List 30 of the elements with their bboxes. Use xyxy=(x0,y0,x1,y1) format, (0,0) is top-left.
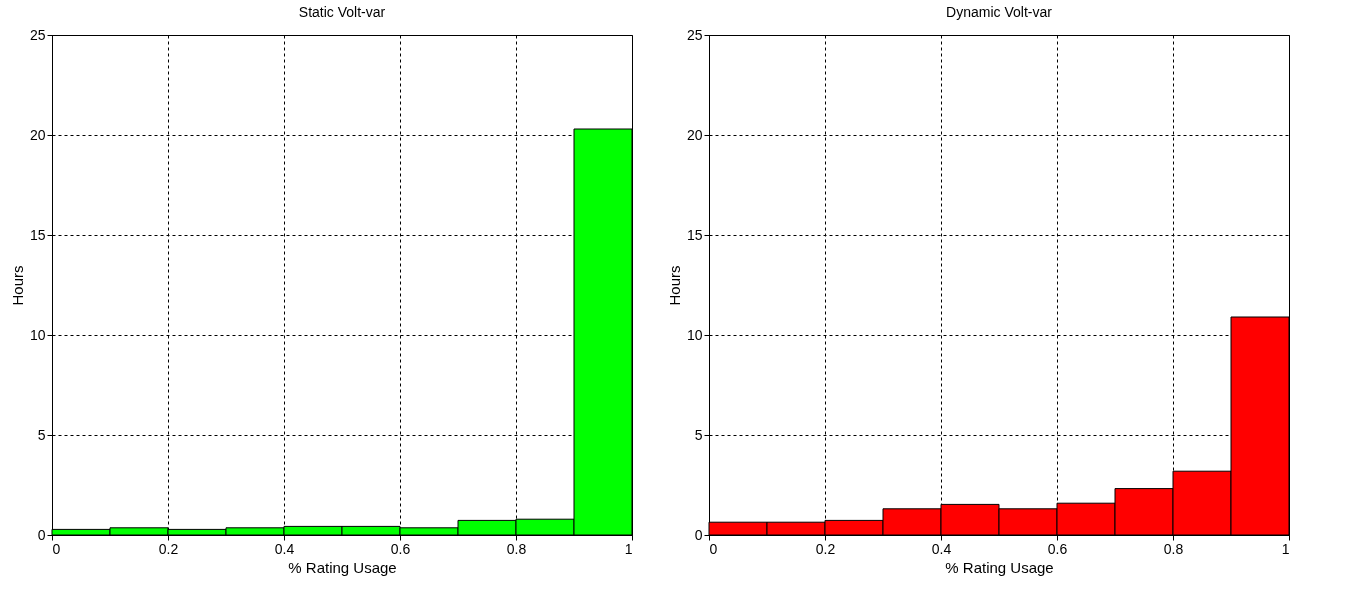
x-tick-label: 0 xyxy=(709,540,718,557)
x-tick-label: 0.8 xyxy=(1163,540,1184,557)
y-tick-label: 15 xyxy=(686,226,703,243)
chart-title: Dynamic Volt-var xyxy=(946,4,1053,20)
y-tick-label: 15 xyxy=(29,226,46,243)
x-tick-label: 0.4 xyxy=(274,540,295,557)
y-tick-label: 10 xyxy=(29,326,46,343)
y-tick-label: 0 xyxy=(694,526,703,543)
x-tick-label: 0.8 xyxy=(506,540,527,557)
x-tick-label: 0.6 xyxy=(390,540,411,557)
x-tick-label: 0.2 xyxy=(815,540,836,557)
x-axis-title: % Rating Usage xyxy=(288,558,397,576)
y-tick-label: 20 xyxy=(686,126,703,143)
y-axis-title: Hours xyxy=(665,265,683,306)
y-tick-label: 20 xyxy=(29,126,46,143)
x-tick-label: 0 xyxy=(52,540,61,557)
y-tick-label: 25 xyxy=(29,26,46,43)
y-axis-title: Hours xyxy=(8,265,26,306)
y-tick-label: 0 xyxy=(37,526,46,543)
y-tick-label: 5 xyxy=(37,426,46,443)
chart-title: Static Volt-var xyxy=(298,4,386,20)
x-tick-label: 1 xyxy=(1281,540,1290,557)
x-tick-label: 0.6 xyxy=(1047,540,1068,557)
x-tick-label: 0.4 xyxy=(931,540,952,557)
y-tick-label: 5 xyxy=(694,426,703,443)
x-tick-label: 1 xyxy=(624,540,633,557)
x-tick-label: 0.2 xyxy=(158,540,179,557)
y-tick-label: 25 xyxy=(686,26,703,43)
x-axis-title: % Rating Usage xyxy=(945,558,1054,576)
y-tick-label: 10 xyxy=(686,326,703,343)
